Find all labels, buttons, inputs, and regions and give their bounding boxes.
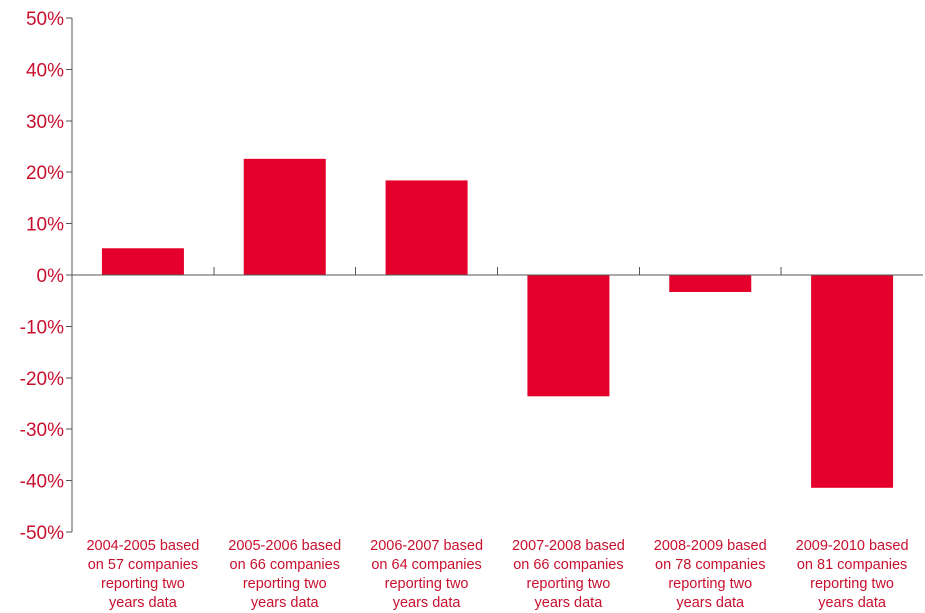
y-tick-label: 20%: [26, 163, 64, 184]
y-tick-label: 30%: [26, 112, 64, 133]
y-tick-label: -10%: [20, 317, 64, 338]
category-label-line: years data: [535, 595, 604, 611]
category-label-line: reporting two: [243, 576, 327, 592]
category-label-line: reporting two: [101, 576, 185, 592]
y-tick-labels: 50% 40% 30% 20% 10% 0% -10% -20% -30% -40% -50%: [20, 9, 64, 544]
category-label: 2007-2008 based on 66 companies reporting …: [512, 538, 625, 611]
y-tick-label: 0%: [37, 266, 65, 287]
category-label-line: 2007-2008 based: [512, 538, 625, 554]
category-label-line: years data: [818, 595, 887, 611]
bar: [243, 158, 326, 275]
category-label: 2006-2007 based on 64 companies reporting …: [370, 538, 483, 611]
category-label-line: on 78 companies: [655, 557, 765, 573]
bars: [101, 158, 894, 488]
category-label: 2004-2005 based on 57 companies reporting …: [86, 538, 199, 611]
category-label-line: 2006-2007 based: [370, 538, 483, 554]
category-label-line: on 81 companies: [797, 557, 907, 573]
category-label-line: reporting two: [385, 576, 469, 592]
bar: [385, 180, 468, 275]
bar: [811, 275, 894, 488]
y-tick-label: -20%: [20, 369, 64, 390]
y-tick-label: 40%: [26, 60, 64, 81]
category-label-line: reporting two: [527, 576, 611, 592]
bar: [669, 275, 752, 292]
y-tick-label: -50%: [20, 523, 64, 544]
category-labels: 2004-2005 based on 57 companies reporting …: [86, 538, 908, 611]
category-label-line: reporting two: [810, 576, 894, 592]
y-tick-label: -30%: [20, 420, 64, 441]
y-tick-label: 10%: [26, 215, 64, 236]
bar: [527, 275, 610, 397]
category-label-line: 2004-2005 based: [86, 538, 199, 554]
category-label-line: reporting two: [668, 576, 752, 592]
bar: [101, 248, 184, 275]
category-label-line: years data: [109, 595, 178, 611]
category-label-line: 2008-2009 based: [654, 538, 767, 554]
category-label-line: 2009-2010 based: [796, 538, 909, 554]
y-ticks: [66, 17, 72, 533]
category-label-line: years data: [251, 595, 320, 611]
category-label-line: on 66 companies: [513, 557, 623, 573]
category-label: 2008-2009 based on 78 companies reporting …: [654, 538, 767, 611]
category-label: 2005-2006 based on 66 companies reporting …: [228, 538, 341, 611]
category-label-line: 2005-2006 based: [228, 538, 341, 554]
x-ticks: [213, 267, 782, 275]
category-label-line: years data: [393, 595, 462, 611]
category-label-line: on 57 companies: [88, 557, 198, 573]
category-label-line: years data: [676, 595, 745, 611]
category-label: 2009-2010 based on 81 companies reporting …: [796, 538, 909, 611]
category-label-line: on 66 companies: [230, 557, 340, 573]
y-tick-label: 50%: [26, 9, 64, 30]
y-tick-label: -40%: [20, 472, 64, 493]
category-label-line: on 64 companies: [371, 557, 481, 573]
